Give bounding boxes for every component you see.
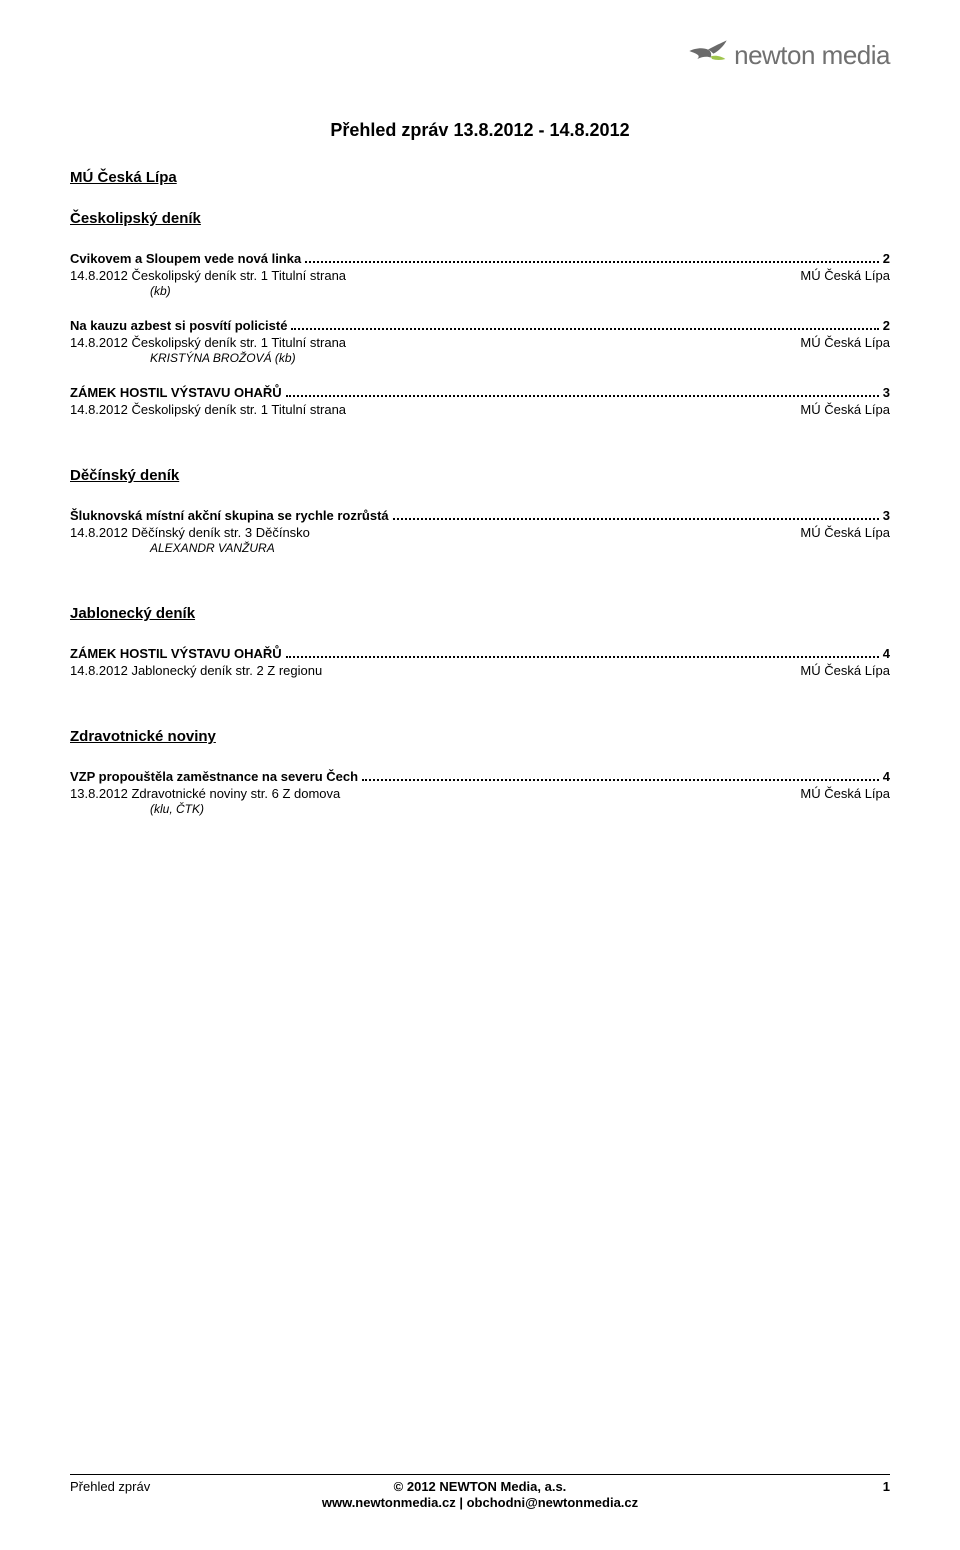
entry-meta: 14.8.2012 Jablonecký deník str. 2 Z regi…: [70, 663, 800, 678]
entry-author: (kb): [150, 284, 890, 298]
entry-author: (klu, ČTK): [150, 802, 890, 816]
footer-copyright: © 2012 NEWTON Media, a.s.: [343, 1479, 616, 1494]
subsection-heading: Jablonecký deník: [70, 605, 890, 622]
entry-meta: 14.8.2012 Děčínský deník str. 3 Děčínsko: [70, 525, 800, 540]
dot-leader: [362, 779, 879, 781]
entry-page: 3: [883, 385, 890, 400]
entry-meta-row: 14.8.2012 Děčínský deník str. 3 Děčínsko…: [70, 525, 890, 540]
footer-row: Přehled zpráv © 2012 NEWTON Media, a.s. …: [70, 1479, 890, 1494]
entry-title-row: VZP propouštěla zaměstnance na severu Če…: [70, 769, 890, 784]
toc-entry: ZÁMEK HOSTIL VÝSTAVU OHAŘŮ 3 14.8.2012 Č…: [70, 385, 890, 417]
subsection-decinsky: Děčínský deník Šluknovská místní akční s…: [70, 467, 890, 555]
brand-text: newton media: [734, 40, 890, 71]
dot-leader: [286, 395, 879, 397]
entry-meta: 14.8.2012 Českolipský deník str. 1 Titul…: [70, 402, 800, 417]
footer-link: www.newtonmedia.cz | obchodni@newtonmedi…: [70, 1495, 890, 1510]
entry-title: Na kauzu azbest si posvítí policisté: [70, 318, 287, 333]
entry-title-row: Cvikovem a Sloupem vede nová linka 2: [70, 251, 890, 266]
toc-entry: VZP propouštěla zaměstnance na severu Če…: [70, 769, 890, 816]
entry-title: VZP propouštěla zaměstnance na severu Če…: [70, 769, 358, 784]
footer-rule: [70, 1474, 890, 1475]
dot-leader: [286, 656, 879, 658]
entry-page: 2: [883, 251, 890, 266]
toc-entry: Šluknovská místní akční skupina se rychl…: [70, 508, 890, 555]
entry-page: 2: [883, 318, 890, 333]
entry-title-row: ZÁMEK HOSTIL VÝSTAVU OHAŘŮ 3: [70, 385, 890, 400]
toc-entry: Cvikovem a Sloupem vede nová linka 2 14.…: [70, 251, 890, 298]
entry-title-row: ZÁMEK HOSTIL VÝSTAVU OHAŘŮ 4: [70, 646, 890, 661]
section-mu-ceska-lipa: MÚ Česká Lípa Českolipský deník Cvikovem…: [70, 169, 890, 816]
entry-tag: MÚ Česká Lípa: [800, 402, 890, 417]
entry-title-row: Na kauzu azbest si posvítí policisté 2: [70, 318, 890, 333]
subsection-zdravotnicke: Zdravotnické noviny VZP propouštěla zamě…: [70, 728, 890, 816]
entry-tag: MÚ Česká Lípa: [800, 786, 890, 801]
toc-entry: Na kauzu azbest si posvítí policisté 2 1…: [70, 318, 890, 365]
dot-leader: [291, 328, 878, 330]
entry-title: Cvikovem a Sloupem vede nová linka: [70, 251, 301, 266]
toc-entry: ZÁMEK HOSTIL VÝSTAVU OHAŘŮ 4 14.8.2012 J…: [70, 646, 890, 678]
page-footer: Přehled zpráv © 2012 NEWTON Media, a.s. …: [70, 1474, 890, 1510]
entry-meta-row: 14.8.2012 Českolipský deník str. 1 Titul…: [70, 268, 890, 283]
entry-meta-row: 13.8.2012 Zdravotnické noviny str. 6 Z d…: [70, 786, 890, 801]
subsection-heading: Českolipský deník: [70, 210, 890, 227]
entry-meta: 13.8.2012 Zdravotnické noviny str. 6 Z d…: [70, 786, 800, 801]
entry-meta: 14.8.2012 Českolipský deník str. 1 Titul…: [70, 335, 800, 350]
entry-page: 3: [883, 508, 890, 523]
entry-title: ZÁMEK HOSTIL VÝSTAVU OHAŘŮ: [70, 385, 282, 400]
entry-tag: MÚ Česká Lípa: [800, 268, 890, 283]
dot-leader: [305, 261, 879, 263]
entry-title: ZÁMEK HOSTIL VÝSTAVU OHAŘŮ: [70, 646, 282, 661]
entry-tag: MÚ Česká Lípa: [800, 335, 890, 350]
entry-author: KRISTÝNA BROŽOVÁ (kb): [150, 351, 890, 365]
brand-logo: newton media: [688, 35, 890, 76]
entry-tag: MÚ Česká Lípa: [800, 525, 890, 540]
entry-page: 4: [883, 769, 890, 784]
entry-meta: 14.8.2012 Českolipský deník str. 1 Titul…: [70, 268, 800, 283]
entry-meta-row: 14.8.2012 Českolipský deník str. 1 Titul…: [70, 335, 890, 350]
entry-meta-row: 14.8.2012 Jablonecký deník str. 2 Z regi…: [70, 663, 890, 678]
entry-tag: MÚ Česká Lípa: [800, 663, 890, 678]
footer-page-number: 1: [617, 1479, 890, 1494]
page-title: Přehled zpráv 13.8.2012 - 14.8.2012: [70, 120, 890, 141]
subsection-ceskolipsky: Českolipský deník Cvikovem a Sloupem ved…: [70, 210, 890, 417]
entry-title: Šluknovská místní akční skupina se rychl…: [70, 508, 389, 523]
subsection-heading: Děčínský deník: [70, 467, 890, 484]
bird-icon: [688, 35, 728, 76]
entry-page: 4: [883, 646, 890, 661]
entry-title-row: Šluknovská místní akční skupina se rychl…: [70, 508, 890, 523]
entry-author: ALEXANDR VANŽURA: [150, 541, 890, 555]
dot-leader: [393, 518, 879, 520]
subsection-jablonecky: Jablonecký deník ZÁMEK HOSTIL VÝSTAVU OH…: [70, 605, 890, 678]
section-heading: MÚ Česká Lípa: [70, 169, 890, 186]
subsection-heading: Zdravotnické noviny: [70, 728, 890, 745]
footer-left: Přehled zpráv: [70, 1479, 343, 1494]
entry-meta-row: 14.8.2012 Českolipský deník str. 1 Titul…: [70, 402, 890, 417]
